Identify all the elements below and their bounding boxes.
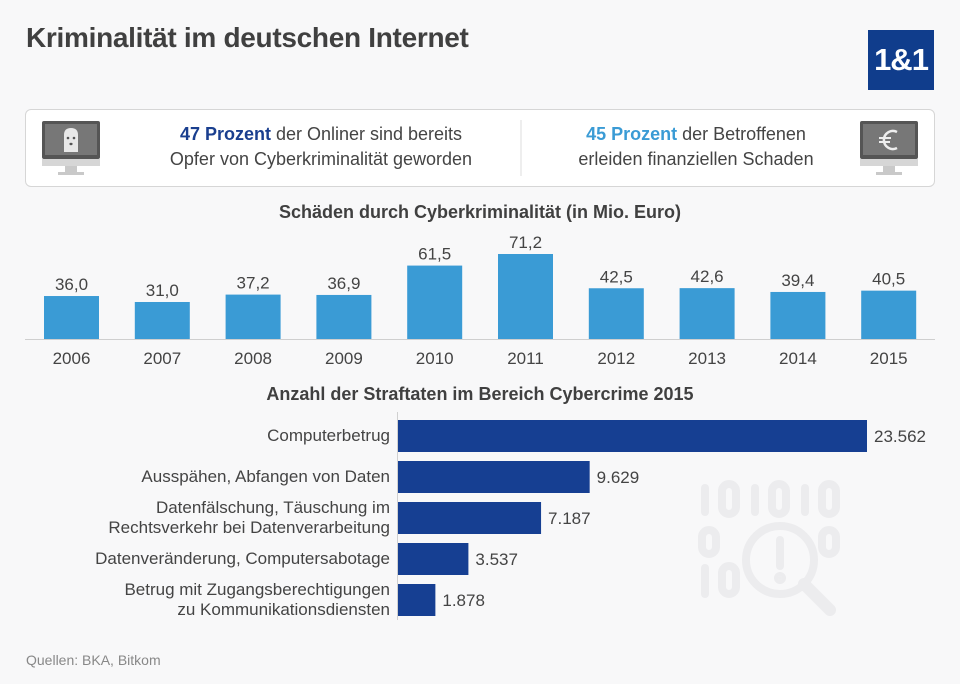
info-right-text: 45 Prozent der Betroffenen erleiden fina…	[516, 122, 876, 172]
brand-logo: 1&1	[868, 30, 934, 90]
x-tick-label-2013: 2013	[688, 349, 726, 368]
monitor-euro-icon	[860, 121, 918, 175]
hbar-1	[398, 461, 590, 493]
value-label-2006: 36,0	[55, 275, 88, 294]
info-left-text: 47 Prozent der Onliner sind bereits Opfe…	[141, 122, 501, 172]
info-box: 47 Prozent der Onliner sind bereits Opfe…	[25, 109, 935, 187]
category-label-1: Ausspähen, Abfangen von Daten	[141, 467, 390, 487]
bar-2013	[679, 288, 735, 339]
bar-2010	[407, 265, 463, 339]
hbar-value-label-0: 23.562	[874, 427, 926, 446]
category-label-line: Rechtsverkehr bei Datenverarbeitung	[108, 518, 390, 537]
value-label-2012: 42,5	[600, 267, 633, 286]
hbar-3	[398, 543, 469, 575]
category-label-3: Datenveränderung, Computersabotage	[95, 549, 390, 569]
info-right-line2: erleiden finanziellen Schaden	[578, 149, 814, 169]
info-left-highlight: 47 Prozent	[179, 124, 271, 144]
info-left-line2: Opfer von Cyberkriminalität geworden	[169, 149, 473, 169]
page-title: Kriminalität im deutschen Internet	[26, 22, 469, 53]
category-label-line: Ausspähen, Abfangen von Daten	[141, 467, 390, 486]
category-label-2: Datenfälschung, Täuschung im Rechtsverkeh…	[108, 498, 390, 538]
bar-2009	[316, 294, 372, 339]
info-right-highlight: 45 Prozent	[586, 124, 678, 144]
category-label-line: Betrug mit Zugangsberechtigungen	[124, 580, 390, 599]
value-label-2008: 37,2	[237, 274, 270, 293]
value-label-2013: 42,6	[691, 267, 724, 286]
category-label-line: Datenveränderung, Computersabotage	[95, 549, 390, 568]
hbar-0	[398, 420, 867, 452]
value-label-2009: 36,9	[327, 274, 360, 293]
category-label-0: Computerbetrug	[267, 426, 390, 446]
x-tick-label-2011: 2011	[507, 349, 544, 368]
category-label-4: Betrug mit Zugangsberechtigungen zu Kommu…	[124, 580, 390, 620]
hbar-value-label-4: 1.878	[442, 591, 485, 610]
x-tick-label-2010: 2010	[416, 349, 454, 368]
x-tick-label-2012: 2012	[597, 349, 635, 368]
x-tick-label-2008: 2008	[234, 349, 272, 368]
crime-bar-chart: 23.562 9.629 7.187 3.537 1.878	[397, 412, 926, 620]
x-tick-label-2006: 2006	[53, 349, 91, 368]
hbar-value-label-2: 7.187	[548, 509, 591, 528]
value-label-2011: 71,2	[509, 233, 542, 252]
crime-chart-title: Anzahl der Straftaten im Bereich Cybercr…	[266, 384, 694, 404]
binary-magnifier-alert-icon	[698, 480, 840, 616]
bar-2008	[225, 294, 281, 339]
x-tick-label-2009: 2009	[325, 349, 363, 368]
damage-bar-chart: 36,0 2006 31,0 2007 37,2 2008 36,9 2009 61,5 2010…	[25, 233, 935, 368]
value-label-2014: 39,4	[781, 271, 814, 290]
hbar-4	[398, 584, 436, 616]
hbar-value-label-3: 3.537	[475, 550, 518, 569]
value-label-2007: 31,0	[146, 281, 179, 300]
bar-2007	[134, 301, 190, 339]
bar-2011	[498, 254, 553, 339]
bar-2006	[44, 296, 99, 339]
hbar-2	[398, 502, 542, 534]
x-tick-label-2014: 2014	[779, 349, 817, 368]
category-label-line: Computerbetrug	[267, 426, 390, 445]
info-left-line1: der Onliner sind bereits	[270, 124, 463, 144]
category-label-line: Datenfälschung, Täuschung im	[155, 498, 390, 517]
source-note: Quellen: BKA, Bitkom	[26, 652, 161, 668]
bar-2015	[861, 290, 917, 339]
x-tick-label-2007: 2007	[143, 349, 181, 368]
value-label-2015: 40,5	[872, 270, 905, 289]
value-label-2010: 61,5	[418, 245, 451, 264]
bar-2012	[588, 288, 644, 339]
x-tick-label-2015: 2015	[870, 349, 908, 368]
info-divider	[520, 120, 522, 176]
bar-2014	[770, 291, 826, 339]
monitor-balaclava-icon	[42, 121, 100, 175]
category-label-line: zu Kommunikationsdiensten	[177, 600, 390, 619]
damage-chart-title: Schäden durch Cyberkriminalität (in Mio.…	[278, 202, 682, 222]
hbar-value-label-1: 9.629	[597, 468, 640, 487]
info-right-line1: der Betroffenen	[677, 124, 806, 144]
